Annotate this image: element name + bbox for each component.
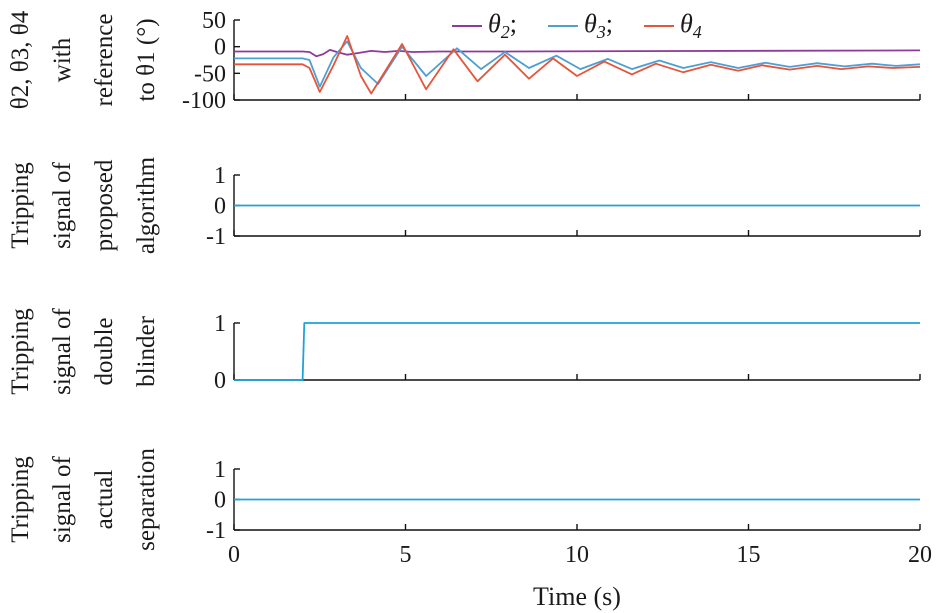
y-axis-label-line: reference: [91, 14, 118, 107]
series-line-θ4: [234, 35, 921, 95]
y-axis-label-line: with: [49, 37, 76, 82]
x-tick-label: 0: [228, 542, 240, 568]
chart-panel-2: 1 0 -1 Tripping signal of proposed algorithm: [7, 156, 921, 254]
y-axis-label-line: to θ1 (°): [133, 18, 160, 101]
y-tick-label: -100: [182, 88, 226, 114]
y-axis-label-line: algorithm: [133, 156, 160, 254]
y-tick-label: 50: [202, 8, 226, 34]
series-line-θ3: [234, 40, 921, 88]
y-axis-label-line: signal of: [49, 307, 76, 394]
y-tick-label: 0: [214, 35, 226, 61]
legend-entry: θ4: [680, 9, 702, 42]
series-line-signal: [234, 322, 920, 381]
y-axis-label-line: Tripping: [7, 308, 34, 395]
y-axis-label-line: Tripping: [7, 162, 34, 249]
x-tick-label: 5: [400, 542, 412, 568]
chart-panel-3: 1 0 Tripping signal of double blinder: [7, 307, 921, 395]
y-tick-label: -50: [194, 61, 226, 87]
y-axis-label-line: signal of: [49, 161, 76, 248]
y-axis-label-line: θ2, θ3, θ4: [7, 10, 34, 109]
y-axis-label-line: actual: [91, 470, 118, 530]
y-axis-label-line: Tripping: [7, 456, 34, 543]
x-tick-label: 20: [908, 542, 932, 568]
y-tick-label: 1: [214, 163, 226, 189]
x-tick-label: 15: [737, 542, 761, 568]
legend-entry: θ3;: [584, 9, 613, 42]
series-line-θ2: [234, 49, 921, 58]
y-axis-label-line: double: [91, 317, 118, 385]
chart-panel-1: 500-50-100 θ2, θ3, θ4 with reference to θ1 (…: [7, 8, 921, 114]
y-tick-label: 1: [214, 311, 226, 337]
y-axis-label-line: signal of: [49, 455, 76, 542]
y-tick-label: 0: [214, 488, 226, 514]
x-tick-label: 10: [565, 542, 589, 568]
y-tick-label: 0: [214, 368, 226, 394]
legend-entry: θ2;: [488, 9, 517, 42]
y-tick-label: -1: [206, 518, 226, 544]
y-tick-label: 0: [214, 194, 226, 220]
y-axis-label-line: separation: [133, 448, 160, 551]
y-axis-label-line: blinder: [133, 315, 160, 386]
y-axis-label-line: proposed: [91, 159, 118, 251]
x-axis-label: Time (s): [533, 582, 621, 611]
y-tick-label: -1: [206, 224, 226, 250]
y-tick-label: 1: [214, 457, 226, 483]
legend: θ2; θ3; θ4: [452, 9, 702, 42]
